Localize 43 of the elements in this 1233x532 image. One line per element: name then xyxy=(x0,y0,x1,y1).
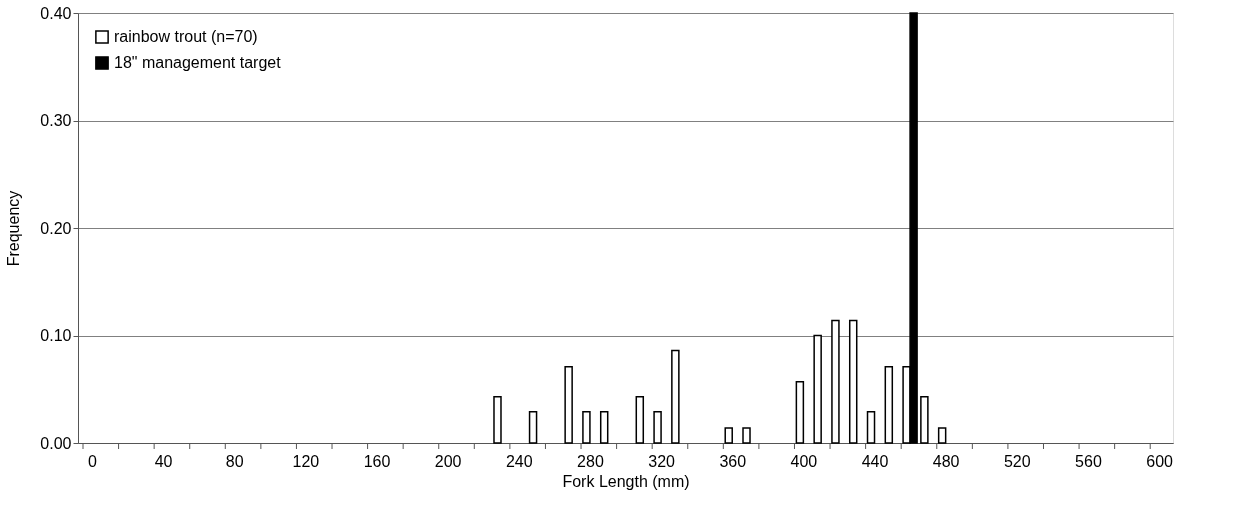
x-tick-label: 240 xyxy=(505,452,533,470)
y-tick-label: 0.20 xyxy=(40,219,72,237)
x-tick-label: 480 xyxy=(932,452,960,470)
x-tick-label: 0 xyxy=(87,452,97,470)
bar xyxy=(653,411,662,444)
bar xyxy=(884,365,894,444)
x-tick-label: 440 xyxy=(861,452,889,470)
bar xyxy=(599,411,609,444)
bar xyxy=(528,411,538,444)
bar xyxy=(866,411,876,444)
bar xyxy=(724,427,733,444)
x-tick-label: 400 xyxy=(790,452,818,470)
x-tick-label: 40 xyxy=(154,452,173,470)
bar xyxy=(813,334,822,444)
y-tick-label: 0.30 xyxy=(40,112,72,129)
x-tick-label: 560 xyxy=(1075,452,1102,470)
x-tick-label: 120 xyxy=(292,452,320,470)
bar xyxy=(671,349,680,444)
x-tick-label: 280 xyxy=(577,452,604,470)
bar xyxy=(742,427,751,444)
x-tick-label: 600 xyxy=(1146,452,1174,470)
bar xyxy=(831,319,840,444)
bar xyxy=(635,396,645,444)
bar xyxy=(848,319,858,444)
bar xyxy=(493,396,502,444)
bar xyxy=(564,365,573,444)
y-tick-label: 0.10 xyxy=(40,327,72,344)
x-tick-label: 160 xyxy=(363,452,391,470)
x-tick-label: 320 xyxy=(648,452,676,470)
x-tick-label: 520 xyxy=(1003,452,1031,470)
x-tick-label: 80 xyxy=(225,452,244,470)
bar xyxy=(937,427,947,444)
x-tick-label: 360 xyxy=(719,452,747,470)
y-axis-title: Frequency xyxy=(5,190,23,267)
y-tick-label: 0.40 xyxy=(40,4,72,22)
legend-label: rainbow trout (n=70) xyxy=(114,28,258,45)
bar xyxy=(920,396,929,444)
bar xyxy=(582,411,591,444)
y-tick-label: 0.00 xyxy=(40,434,72,452)
x-axis-title: Fork Length (mm) xyxy=(562,472,690,490)
legend-label: 18" management target xyxy=(114,54,282,71)
x-tick-label: 200 xyxy=(434,452,462,470)
bar xyxy=(795,380,805,444)
